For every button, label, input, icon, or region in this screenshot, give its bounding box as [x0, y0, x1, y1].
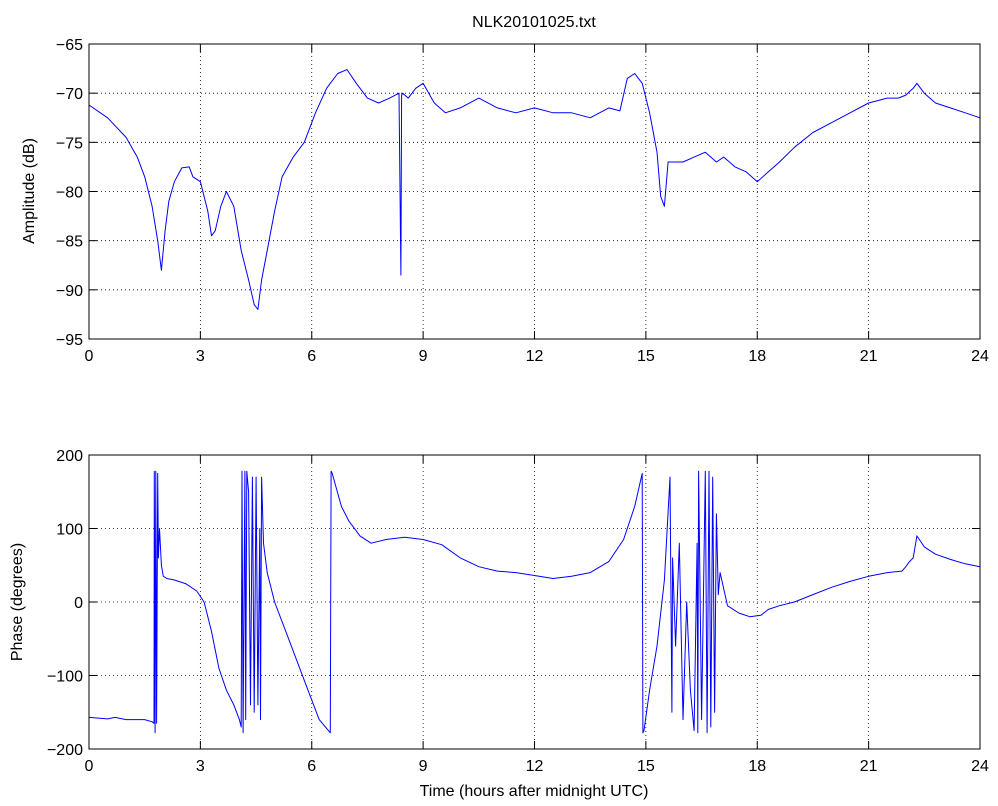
x-tick-label: 3: [196, 348, 205, 365]
phase-ticks: 0 3 6 9 12 15 18 21 24 200 100 0 −100 −200: [47, 448, 989, 775]
y-tick-label: 100: [56, 522, 83, 539]
x-tick-label: 12: [526, 348, 544, 365]
y-tick-label: −200: [47, 742, 83, 759]
y-tick-label: −90: [56, 283, 83, 300]
x-tick-label: 0: [85, 758, 94, 775]
x-tick-label: 18: [748, 348, 766, 365]
x-tick-label: 15: [637, 348, 655, 365]
y-tick-label: −75: [56, 135, 83, 152]
amplitude-grid: [89, 44, 980, 339]
amplitude-ticks: 0 3 6 9 12 15 18 21 24 −65 −70 −75 −80 −85 −90 −95: [56, 37, 989, 365]
x-tick-label: 24: [971, 758, 989, 775]
x-tick-label: 21: [860, 348, 878, 365]
x-tick-label: 12: [526, 758, 544, 775]
y-tick-label: −70: [56, 86, 83, 103]
amplitude-chart: NLK20101025.txt 0 3 6 9 12 15 18 21 24 −65 −70 −75 −…: [21, 14, 989, 365]
x-tick-label: 9: [419, 758, 428, 775]
amplitude-ylabel: Amplitude (dB): [21, 138, 38, 244]
y-tick-label: −100: [47, 669, 83, 686]
x-tick-label: 18: [748, 758, 766, 775]
phase-grid: [89, 455, 980, 749]
y-tick-label: −95: [56, 332, 83, 349]
phase-ylabel: Phase (degrees): [9, 543, 26, 661]
x-tick-label: 24: [971, 348, 989, 365]
y-tick-label: 0: [74, 595, 83, 612]
x-tick-label: 6: [307, 348, 316, 365]
x-tick-label: 9: [419, 348, 428, 365]
amplitude-series: [88, 69, 981, 310]
x-tick-label: 3: [196, 758, 205, 775]
x-tick-label: 21: [860, 758, 878, 775]
y-tick-label: 200: [56, 448, 83, 465]
phase-chart: 0 3 6 9 12 15 18 21 24 200 100 0 −100 −200 Phase (deg…: [9, 448, 989, 800]
chart-title: NLK20101025.txt: [472, 14, 596, 31]
y-tick-label: −85: [56, 234, 83, 251]
series-line-0: [88, 470, 981, 734]
phase-series: [88, 470, 981, 734]
x-tick-label: 0: [85, 348, 94, 365]
phase-xlabel: Time (hours after midnight UTC): [420, 783, 649, 800]
series-line-0: [88, 69, 981, 310]
y-tick-label: −80: [56, 185, 83, 202]
x-tick-label: 6: [307, 758, 316, 775]
x-tick-label: 15: [637, 758, 655, 775]
y-tick-label: −65: [56, 37, 83, 54]
